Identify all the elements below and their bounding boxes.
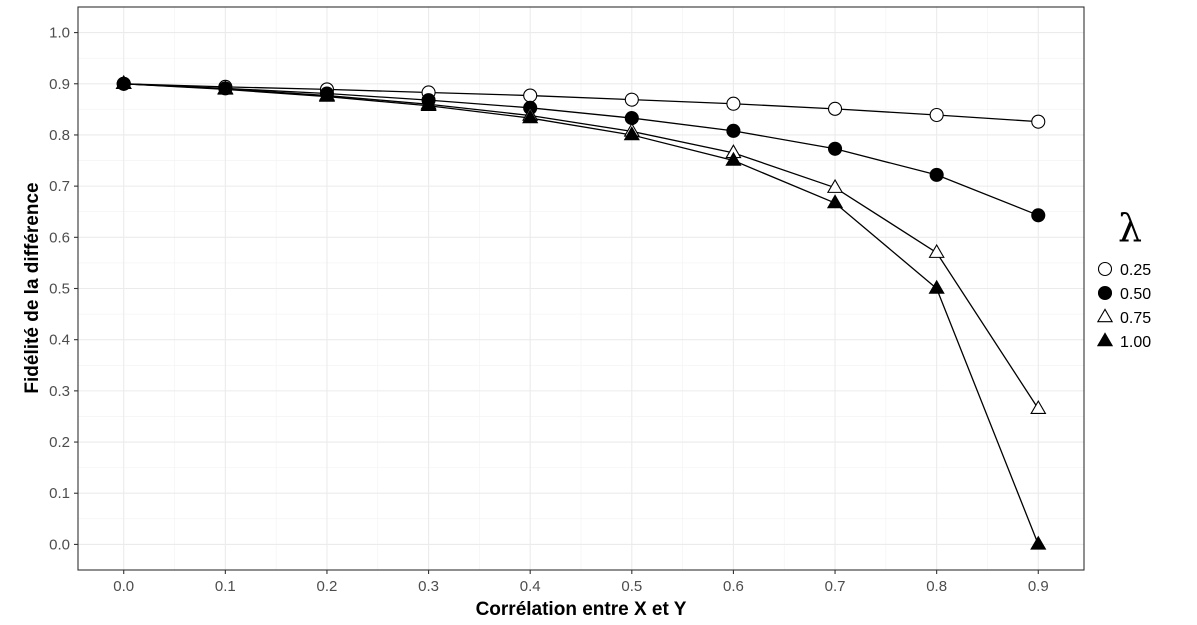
- y-tick-label: 0.1: [49, 485, 70, 502]
- data-point: [217, 80, 234, 95]
- series-1.00: [123, 83, 1039, 545]
- data-point: [928, 243, 945, 258]
- x-tick-label: 0.4: [520, 578, 541, 595]
- data-point: [522, 109, 539, 124]
- legend-label: 0.25: [1120, 262, 1151, 279]
- y-axis-title: Fidélité de la différence: [22, 182, 43, 393]
- x-tick-label: 0.3: [418, 578, 439, 595]
- series-line: [123, 83, 1039, 410]
- data-point: [826, 178, 844, 193]
- data-point: [726, 96, 741, 111]
- data-point: [1030, 535, 1047, 550]
- legend-key: [1096, 332, 1114, 347]
- legend-item: 1.00: [1096, 332, 1151, 351]
- legend-label: 0.50: [1120, 286, 1151, 303]
- x-axis-ticks: 0.0 0.1 0.2 0.3 0.4 0.5 0.6 0.7 0.8 0.9: [113, 570, 1049, 595]
- y-tick-label: 0.2: [49, 434, 70, 451]
- y-tick-label: 0.5: [49, 281, 70, 298]
- x-tick-label: 0.5: [621, 578, 642, 595]
- x-tick-label: 0.9: [1028, 578, 1049, 595]
- data-point: [1031, 208, 1046, 223]
- y-tick-label: 0.0: [49, 536, 70, 553]
- legend-title: λ: [1118, 206, 1142, 250]
- series-0.50: [123, 83, 1039, 216]
- x-tick-label: 0.2: [317, 578, 338, 595]
- y-tick-label: 0.4: [49, 332, 70, 349]
- data-point: [725, 151, 742, 166]
- x-tick-label: 0.8: [926, 578, 947, 595]
- legend-item: 0.25: [1097, 261, 1151, 279]
- y-tick-label: 0.9: [49, 76, 70, 93]
- major-gridlines: [78, 7, 1084, 570]
- data-point: [115, 75, 132, 90]
- data-point: [726, 123, 741, 138]
- series-line: [123, 83, 1039, 123]
- series-0.25: [123, 83, 1039, 123]
- data-point: [420, 97, 437, 112]
- x-tick-label: 0.7: [825, 578, 846, 595]
- x-tick-label: 0.6: [723, 578, 744, 595]
- series-line: [123, 83, 1039, 216]
- data-point: [929, 167, 944, 182]
- series-points-1.00: [115, 75, 1047, 550]
- x-tick-label: 0.1: [215, 578, 236, 595]
- y-tick-label: 0.6: [49, 229, 70, 246]
- data-point: [929, 107, 944, 123]
- data-point: [928, 279, 945, 294]
- y-tick-label: 0.7: [49, 178, 70, 195]
- data-point: [624, 92, 639, 107]
- legend-key: [1097, 261, 1113, 277]
- data-point: [523, 88, 538, 103]
- y-axis-ticks: 0.0 0.1 0.2 0.3 0.4 0.5 0.6 0.7 0.8 0.9 1.0: [49, 25, 78, 553]
- series-line: [123, 83, 1039, 545]
- data-point: [623, 126, 640, 141]
- legend-key: [1096, 308, 1114, 323]
- data-point: [827, 141, 843, 156]
- x-axis-title: Corrélation entre X et Y: [476, 599, 687, 620]
- legend-label: 1.00: [1120, 334, 1151, 351]
- legend-item: 0.50: [1097, 285, 1151, 303]
- series-0.75: [123, 83, 1039, 410]
- legend-items: 0.25 0.50 0.75 1.00: [1096, 261, 1151, 351]
- data-point: [826, 194, 844, 209]
- data-point: [1031, 114, 1046, 129]
- data-point: [827, 101, 843, 116]
- x-tick-label: 0.0: [113, 578, 134, 595]
- series-layer: [115, 75, 1047, 550]
- y-tick-label: 1.0: [49, 25, 70, 42]
- legend-label: 0.75: [1120, 310, 1151, 327]
- y-tick-label: 0.3: [49, 383, 70, 400]
- legend-item: 0.75: [1096, 308, 1151, 327]
- data-point: [318, 87, 336, 102]
- data-point: [1030, 400, 1047, 415]
- data-point: [624, 111, 639, 126]
- legend: λ 0.25 0.50 0.75 1.00: [1096, 206, 1151, 351]
- y-tick-label: 0.8: [49, 127, 70, 144]
- legend-key: [1097, 285, 1113, 301]
